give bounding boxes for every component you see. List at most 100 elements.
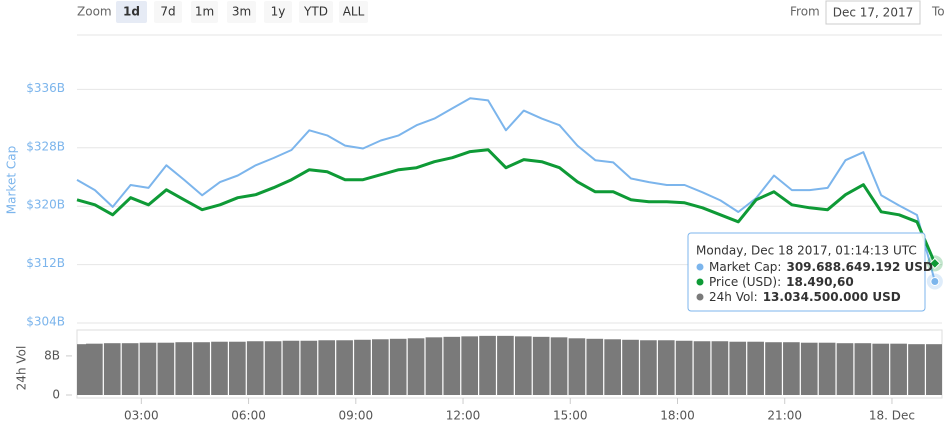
y-tick-label: $320B	[26, 198, 65, 212]
volume-tick-label: 8B	[44, 348, 60, 362]
volume-bar	[890, 343, 907, 395]
volume-bar	[783, 342, 800, 395]
tooltip-value: 309.688.649.192 USD	[786, 260, 932, 274]
volume-bar	[175, 342, 193, 395]
volume-bar	[604, 339, 621, 395]
marks	[76, 97, 943, 395]
volume-bar	[568, 338, 586, 395]
y-tick-label: $336B	[26, 81, 65, 95]
volume-tick-label: 0	[52, 388, 60, 402]
volume-bar	[622, 339, 639, 395]
volume-bar	[461, 336, 479, 395]
volume-bar	[693, 341, 711, 395]
series-line	[76, 97, 936, 282]
volume-bar	[657, 340, 675, 395]
volume-bar	[550, 337, 568, 395]
volume-bar	[926, 344, 942, 395]
volume-bar	[729, 341, 747, 395]
zoom-button[interactable]	[264, 1, 292, 23]
volume-bar	[586, 338, 604, 395]
volume-axis-title: 24h Vol	[15, 346, 29, 391]
volume-bar	[425, 337, 443, 395]
volume-bar	[747, 341, 764, 395]
x-tick-label: 06:00	[231, 409, 266, 423]
y-axis-title: Market Cap	[5, 146, 19, 214]
zoom-button[interactable]	[299, 1, 333, 23]
volume-bar	[497, 335, 514, 395]
tooltip-date: Monday, Dec 18 2017, 01:14:13 UTC	[696, 244, 917, 258]
tooltip-row: 24h Vol: 13.034.500.000 USD	[709, 290, 901, 304]
tooltip-value: 13.034.500.000 USD	[763, 290, 901, 304]
volume-bar	[229, 341, 246, 395]
volume-bar	[389, 338, 407, 395]
volume-bar	[282, 340, 300, 395]
volume-bar	[908, 344, 925, 395]
tooltip-series-name: Market Cap:	[709, 260, 781, 274]
volume-bar	[532, 336, 550, 395]
zoom-button[interactable]	[154, 1, 182, 23]
volume-bar	[443, 336, 461, 395]
volume-bar	[157, 342, 175, 395]
volume-bar	[479, 335, 496, 395]
zoom-button-label[interactable]: 1d	[123, 5, 140, 19]
volume-bar	[121, 343, 139, 395]
from-date[interactable]: Dec 17, 2017	[833, 6, 913, 20]
tooltip-row: Price (USD): 18.490,60	[709, 275, 854, 289]
x-tick-label: 03:00	[124, 409, 159, 423]
volume-bar	[854, 343, 872, 395]
x-tick-label: 18. Dec	[869, 409, 915, 423]
tooltip-value: 18.490,60	[786, 275, 854, 289]
volume-bar	[818, 342, 836, 395]
tooltip-series-name: Price (USD):	[709, 275, 781, 289]
volume-bar	[336, 340, 353, 395]
zoom-button[interactable]	[191, 1, 218, 23]
grid: $304B $312B $320B $328B $336B 0 8B 03:00 06:00 09…	[26, 81, 942, 423]
x-tick-label: 18:00	[660, 409, 695, 423]
volume-bar	[103, 343, 121, 395]
volume-bar	[86, 343, 103, 395]
zoom-button-label[interactable]: 7d	[160, 5, 175, 19]
tooltip-bullet	[696, 263, 704, 271]
volume-bar	[354, 339, 371, 395]
tooltip: Monday, Dec 18 2017, 01:14:13 UTC Market…	[687, 232, 933, 312]
tooltip-row: Market Cap: 309.688.649.192 USD	[709, 260, 933, 274]
x-tick-label: 12:00	[446, 409, 481, 423]
volume-bar	[318, 340, 336, 395]
volume-bar	[264, 341, 282, 395]
volume-bar	[246, 341, 264, 395]
volume-bar	[211, 341, 228, 395]
tooltip-box	[687, 232, 926, 312]
zoom-button-label[interactable]: 1y	[271, 5, 286, 19]
x-tick-label: 15:00	[553, 409, 588, 423]
zoom-button[interactable]	[339, 1, 368, 23]
volume-bar	[711, 341, 729, 395]
x-tick-label: 09:00	[339, 409, 374, 423]
volume-bar	[407, 338, 425, 395]
zoom-label: Zoom	[77, 5, 112, 19]
volume-bar	[300, 340, 318, 395]
zoom-button[interactable]	[116, 1, 147, 23]
hover-point	[929, 257, 941, 270]
hover-point	[930, 276, 940, 286]
volume-bar	[193, 342, 210, 395]
tooltip-series-name: 24h Vol:	[709, 290, 758, 304]
volume-bar	[872, 343, 890, 395]
zoom-button[interactable]	[227, 1, 256, 23]
volume-bar	[765, 342, 782, 395]
volume-bar	[139, 342, 157, 395]
series-line	[76, 148, 937, 264]
zoom-button-label[interactable]: 1m	[195, 5, 214, 19]
volume-bar	[800, 342, 818, 395]
zoom-button-label[interactable]: YTD	[303, 5, 328, 19]
from-input[interactable]	[825, 0, 921, 25]
tooltip-bullet	[696, 293, 704, 301]
zoom-button-label[interactable]: 3m	[232, 5, 251, 19]
volume-bar	[514, 336, 532, 395]
volume-bar	[675, 340, 693, 395]
y-tick-label: $312B	[26, 256, 65, 270]
tooltip-bullet	[696, 278, 704, 286]
volume-bar	[836, 343, 854, 395]
zoom-button-label[interactable]: ALL	[343, 5, 365, 19]
